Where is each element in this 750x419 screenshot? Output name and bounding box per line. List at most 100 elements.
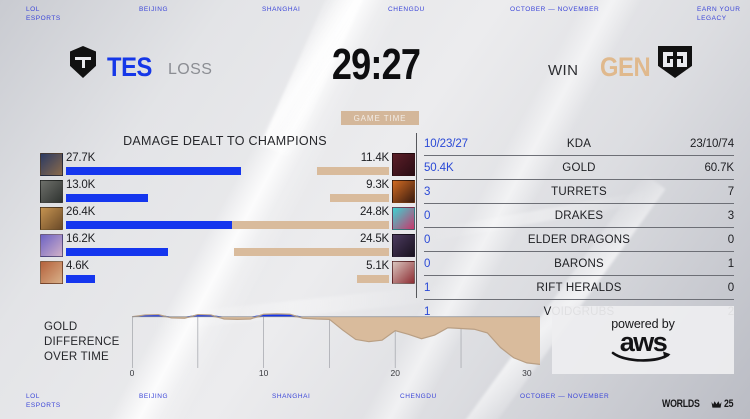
damage-bar-right <box>330 194 389 202</box>
champion-portrait-purple-mage <box>40 234 63 257</box>
damage-bar-left <box>66 275 96 283</box>
stat-value-right: 3 <box>727 209 734 222</box>
stat-value-left: 0 <box>424 257 431 270</box>
rail-item: LOL ESPORTS <box>26 393 61 409</box>
worlds-crown-icon <box>711 400 722 408</box>
rail-item: OCTOBER — NOVEMBER <box>520 393 610 400</box>
worlds-logo-year: 25 <box>724 398 734 410</box>
stat-row: 0 BARONS 1 <box>424 252 734 276</box>
stat-value-left: 50.4K <box>424 161 454 174</box>
panel-divider <box>416 133 417 298</box>
damage-row: 16.2K 24.5K <box>40 233 415 260</box>
team-right-name: GEN <box>600 52 651 82</box>
damage-bar-right <box>232 221 389 229</box>
damage-value-left: 27.7K <box>66 152 96 164</box>
aws-smile-icon <box>611 351 671 362</box>
damage-value-right: 24.8K <box>359 206 389 218</box>
damage-value-left: 4.6K <box>66 260 89 272</box>
rail-item: OCTOBER — NOVEMBER <box>510 6 600 13</box>
damage-bar-right <box>316 167 389 175</box>
rail-item: LOL ESPORTS <box>26 6 61 22</box>
stat-value-right: 7 <box>727 185 734 198</box>
rail-item: EARN YOUR LEGACY <box>697 6 741 22</box>
gold-difference-chart <box>131 308 541 368</box>
damage-value-left: 13.0K <box>66 179 96 191</box>
stat-value-left: 0 <box>424 233 431 246</box>
gold-area-negative <box>132 316 540 365</box>
champion-portrait-blue-armor <box>40 153 63 176</box>
rail-item: CHENGDU <box>400 393 437 400</box>
champion-portrait-grey-soldier <box>40 180 63 203</box>
chart-xtick-label: 10 <box>258 368 269 378</box>
damage-row: 27.7K 11.4K <box>40 152 415 179</box>
stat-value-left: 10/23/27 <box>424 137 468 150</box>
damage-bar-left <box>66 167 241 175</box>
team-stats-table: 10/23/27 KDA 23/10/74 50.4K GOLD 60.7K 3 TURRET… <box>424 132 734 323</box>
team-right-result: WIN <box>548 62 579 79</box>
champion-portrait-teal-pink <box>392 207 415 230</box>
stat-label: KDA <box>566 137 592 150</box>
damage-value-right: 9.3K <box>366 179 389 191</box>
stat-value-left: 0 <box>424 209 431 222</box>
damage-row: 13.0K 9.3K <box>40 179 415 206</box>
gold-difference-axis: 0 10 20 30 <box>129 368 540 382</box>
team-left-logo <box>70 46 96 78</box>
chart-xtick-label: 30 <box>522 368 532 378</box>
stat-value-right: 1 <box>727 257 734 270</box>
team-left-name: TES <box>107 52 152 82</box>
champion-portrait-dark-violet <box>392 234 415 257</box>
stat-value-left: 1 <box>424 305 431 318</box>
rail-item: CHENGDU <box>388 6 425 13</box>
damage-bar-left <box>66 194 149 202</box>
stat-row: 1 RIFT HERALDS 0 <box>424 276 734 300</box>
stat-value-right: 0 <box>727 281 734 294</box>
top-rail: LOL ESPORTS BEIJING SHANGHAI CHENGDU OCTOBER… <box>0 0 750 30</box>
rail-item: SHANGHAI <box>272 393 311 400</box>
damage-bar-right <box>234 248 389 256</box>
damage-chart-rows: 27.7K 11.4K 13.0K 9.3K 26.4K 24.8K 16.2K 24.5K 4… <box>40 152 415 287</box>
champion-portrait-gold-helm <box>40 207 63 230</box>
champion-portrait-pale-crimson <box>392 261 415 284</box>
aws-powered-by-text: powered by <box>611 316 675 331</box>
team-right-logo <box>658 46 692 78</box>
stat-row: 0 DRAKES 3 <box>424 204 734 228</box>
aws-sponsor-badge: powered by aws <box>552 306 734 374</box>
chart-xtick-label: 0 <box>129 368 135 378</box>
stat-label: ELDER DRAGONS <box>527 233 631 246</box>
stat-value-right: 23/10/74 <box>690 137 734 150</box>
stat-row: 10/23/27 KDA 23/10/74 <box>424 132 734 156</box>
stat-label: BARONS <box>554 257 604 270</box>
worlds-logo: WORLDS 25 <box>662 398 736 410</box>
stat-row: 3 TURRETS 7 <box>424 180 734 204</box>
stat-value-right: 60.7K <box>704 161 734 174</box>
damage-value-right: 5.1K <box>366 260 389 272</box>
champion-portrait-red-hair <box>40 261 63 284</box>
game-time-badge: GAME TIME <box>341 111 419 125</box>
stat-label: GOLD <box>562 161 596 174</box>
chart-xtick-label: 20 <box>390 368 400 378</box>
rail-item: SHANGHAI <box>262 6 301 13</box>
damage-chart-title: DAMAGE DEALT TO CHAMPIONS <box>123 134 327 148</box>
damage-row: 26.4K 24.8K <box>40 206 415 233</box>
stat-value-right: 0 <box>727 233 734 246</box>
damage-bar-left <box>66 221 233 229</box>
gold-series-line <box>131 313 541 365</box>
stat-value-left: 3 <box>424 185 431 198</box>
damage-value-right: 11.4K <box>360 152 389 164</box>
damage-row: 4.6K 5.1K <box>40 260 415 287</box>
aws-wordmark: aws <box>619 326 668 357</box>
gold-difference-plot <box>131 313 541 368</box>
champion-portrait-dark-red <box>392 153 415 176</box>
champion-portrait-fire-orange <box>392 180 415 203</box>
team-left-result: LOSS <box>168 61 213 78</box>
bottom-rail: LOL ESPORTS BEIJING SHANGHAI CHENGDU OCTOBER… <box>0 385 750 419</box>
game-clock: 29:27 <box>331 40 421 89</box>
stat-value-left: 1 <box>424 281 431 294</box>
rail-item: BEIJING <box>139 6 169 13</box>
damage-value-left: 26.4K <box>66 206 96 218</box>
damage-bar-left <box>66 248 169 256</box>
stat-row: 50.4K GOLD 60.7K <box>424 156 734 180</box>
stat-label: DRAKES <box>554 209 604 222</box>
stat-row: 0 ELDER DRAGONS 0 <box>424 228 734 252</box>
